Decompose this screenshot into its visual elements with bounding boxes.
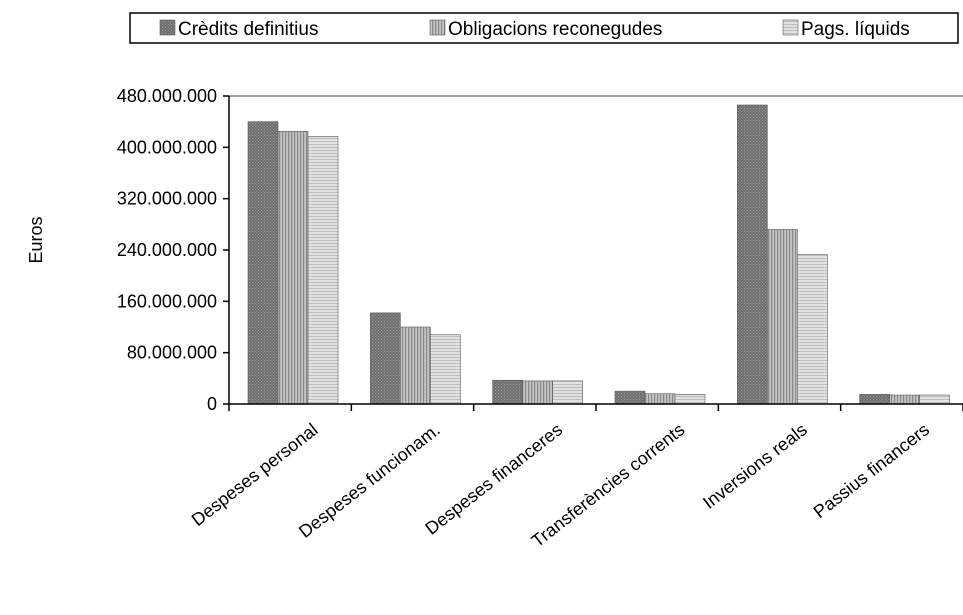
- bar-2-6: [889, 394, 920, 405]
- bar-2-1: [277, 130, 309, 405]
- x-category-label: Passius financers: [810, 419, 933, 522]
- bar-3-6: [919, 394, 950, 405]
- bar-1-2: [370, 312, 401, 405]
- bar-2-3: [522, 380, 553, 405]
- legend-swatch-3: [782, 19, 799, 36]
- bar-1-5: [737, 104, 768, 405]
- legend-label-1: Crèdits definitius: [178, 19, 318, 40]
- y-tick-label: 480.000.000: [117, 86, 217, 106]
- y-axis-title: Euros: [26, 216, 46, 263]
- legend-box: [129, 12, 959, 44]
- y-tick-label: 0: [207, 394, 217, 414]
- bar-3-5: [797, 254, 828, 405]
- bar-1-3: [492, 379, 523, 405]
- bar-2-5: [767, 229, 798, 405]
- y-axis: 0 80.000.000 160.000.000 240.000.000 320.000…: [117, 86, 230, 414]
- bar-1-1: [247, 121, 279, 405]
- y-tick-label: 400.000.000: [117, 137, 217, 157]
- legend-label-3: Pags. líquids: [801, 19, 910, 40]
- bar-3-2: [430, 334, 461, 405]
- legend-swatch-2: [429, 19, 446, 36]
- x-category-label: Despeses personal: [188, 419, 322, 530]
- y-tick-label: 80.000.000: [127, 343, 217, 363]
- legend-label-2: Obligacions reconegudes: [448, 19, 662, 40]
- y-tick-label: 160.000.000: [117, 291, 217, 311]
- x-category-label: Inversions reals: [699, 419, 811, 512]
- bar-1-4: [614, 390, 646, 405]
- bar-3-4: [674, 394, 706, 405]
- y-tick-label: 320.000.000: [117, 189, 217, 209]
- x-category-label: Despeses financeres: [421, 419, 566, 538]
- legend: Crèdits definitius Obligacions reconegude…: [129, 12, 959, 44]
- bar-3-1: [307, 136, 339, 405]
- y-tick-label: 240.000.000: [117, 240, 217, 260]
- bar-3-3: [552, 380, 583, 405]
- bar-1-6: [859, 394, 890, 405]
- bar-2-4: [644, 393, 676, 405]
- legend-swatch-1: [159, 19, 176, 36]
- bars-group: [247, 104, 950, 405]
- bar-2-2: [400, 326, 431, 405]
